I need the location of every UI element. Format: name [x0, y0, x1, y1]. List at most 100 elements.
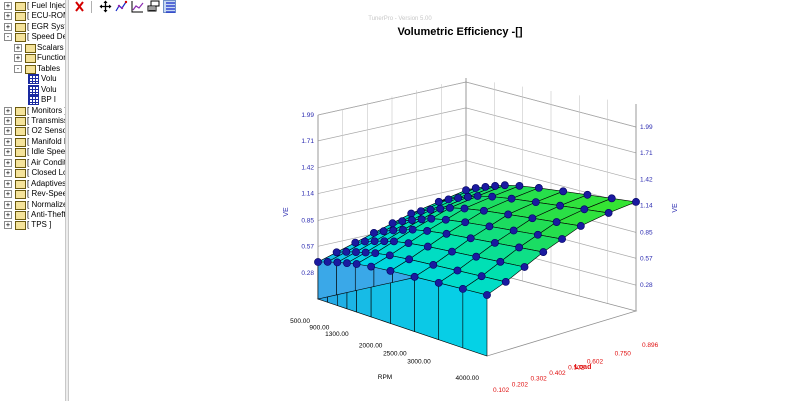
- tree-item[interactable]: + Scalars: [0, 43, 65, 53]
- data-point[interactable]: [390, 237, 398, 246]
- data-point[interactable]: [343, 259, 351, 268]
- data-point[interactable]: [504, 210, 513, 219]
- expand-icon[interactable]: +: [4, 2, 12, 10]
- data-point[interactable]: [388, 219, 397, 228]
- data-point[interactable]: [333, 258, 342, 267]
- data-point[interactable]: [332, 248, 341, 257]
- data-point[interactable]: [385, 251, 394, 260]
- tree-item[interactable]: + [ Anti-Theft: [0, 210, 65, 220]
- data-point[interactable]: [558, 235, 566, 243]
- data-point[interactable]: [405, 255, 414, 264]
- expand-icon[interactable]: +: [4, 169, 12, 178]
- graph-fit-button[interactable]: [131, 0, 144, 13]
- data-point[interactable]: [342, 247, 351, 256]
- data-point[interactable]: [423, 227, 432, 235]
- table-toggle-button[interactable]: [163, 0, 176, 13]
- data-point[interactable]: [559, 187, 568, 196]
- chart-area[interactable]: TunerPro - Version 5.00 Volumetric Effici…: [69, 14, 800, 401]
- data-point[interactable]: [389, 226, 398, 235]
- tree-item[interactable]: BP I: [0, 95, 65, 106]
- data-point[interactable]: [472, 252, 481, 261]
- data-point[interactable]: [556, 201, 564, 210]
- tree-item[interactable]: + [ ECU-ROM ]: [0, 11, 65, 22]
- tree-item[interactable]: + [ TPS ]: [0, 220, 65, 231]
- tree-item[interactable]: + [ O2 Sensor: [0, 126, 65, 137]
- data-point[interactable]: [371, 249, 380, 258]
- collapse-icon[interactable]: -: [4, 33, 12, 42]
- tree-item[interactable]: Volu: [0, 74, 65, 85]
- expand-icon[interactable]: +: [14, 54, 22, 63]
- data-point[interactable]: [434, 197, 443, 206]
- data-point[interactable]: [407, 209, 416, 218]
- tree-item[interactable]: + [ Air Conditic: [0, 158, 65, 168]
- data-point[interactable]: [500, 181, 509, 190]
- close-button[interactable]: [73, 0, 86, 13]
- expand-icon[interactable]: +: [4, 158, 12, 167]
- data-point[interactable]: [463, 193, 472, 201]
- tree-item[interactable]: - [ Speed Den: [0, 32, 65, 43]
- expand-icon[interactable]: +: [4, 22, 12, 31]
- data-point[interactable]: [370, 237, 379, 246]
- data-point[interactable]: [632, 197, 640, 206]
- edit-points-button[interactable]: [115, 0, 128, 13]
- data-point[interactable]: [404, 239, 413, 248]
- data-point[interactable]: [531, 198, 540, 207]
- expand-icon[interactable]: +: [4, 12, 12, 21]
- data-point[interactable]: [528, 214, 537, 223]
- expand-icon[interactable]: +: [4, 116, 12, 125]
- tree-item[interactable]: + [ Idle Speed: [0, 147, 65, 158]
- tree-item[interactable]: + [ Fuel Injecti: [0, 1, 65, 11]
- data-point[interactable]: [552, 218, 561, 226]
- data-point[interactable]: [488, 192, 497, 201]
- data-point[interactable]: [410, 272, 419, 281]
- data-point[interactable]: [485, 222, 494, 231]
- data-point[interactable]: [361, 248, 370, 257]
- data-point[interactable]: [352, 248, 360, 256]
- data-point[interactable]: [534, 184, 543, 192]
- expand-icon[interactable]: +: [14, 43, 22, 52]
- data-point[interactable]: [466, 234, 475, 243]
- data-point[interactable]: [423, 242, 432, 251]
- data-point[interactable]: [417, 215, 426, 224]
- data-point[interactable]: [352, 260, 361, 268]
- tree-item[interactable]: Volu: [0, 84, 65, 95]
- data-point[interactable]: [491, 238, 499, 247]
- tree-item[interactable]: + Function: [0, 53, 65, 64]
- data-point[interactable]: [416, 207, 425, 215]
- data-point[interactable]: [370, 229, 378, 237]
- data-point[interactable]: [539, 248, 548, 256]
- data-point[interactable]: [460, 204, 469, 213]
- data-point[interactable]: [491, 182, 500, 190]
- data-point[interactable]: [520, 263, 529, 271]
- data-point[interactable]: [444, 195, 453, 204]
- tree-item[interactable]: + [ Rev-Speed: [0, 189, 65, 200]
- data-point[interactable]: [458, 284, 467, 293]
- tree-item[interactable]: - Tables: [0, 64, 65, 74]
- data-point[interactable]: [314, 258, 322, 266]
- data-point[interactable]: [446, 203, 454, 212]
- data-point[interactable]: [323, 257, 332, 266]
- data-point[interactable]: [399, 226, 407, 234]
- data-point[interactable]: [454, 194, 463, 202]
- expand-icon[interactable]: +: [4, 179, 12, 188]
- data-point[interactable]: [361, 237, 369, 246]
- tree-item[interactable]: + [ Normalizers: [0, 200, 65, 210]
- data-point[interactable]: [607, 194, 616, 203]
- tree-item[interactable]: + [ Manifold D: [0, 137, 65, 147]
- tree-item[interactable]: + [ Adaptives: [0, 179, 65, 189]
- move-button[interactable]: [99, 0, 112, 13]
- data-point[interactable]: [473, 192, 482, 200]
- expand-icon[interactable]: +: [4, 148, 12, 157]
- data-point[interactable]: [483, 291, 491, 299]
- data-point[interactable]: [477, 272, 486, 281]
- data-point[interactable]: [429, 261, 438, 269]
- data-point[interactable]: [604, 209, 613, 217]
- data-point[interactable]: [533, 230, 542, 239]
- data-point[interactable]: [426, 205, 435, 214]
- expand-icon[interactable]: +: [4, 190, 12, 199]
- expand-icon[interactable]: +: [4, 127, 12, 136]
- data-point[interactable]: [380, 237, 389, 246]
- data-point[interactable]: [580, 205, 589, 214]
- data-point[interactable]: [448, 247, 456, 256]
- data-point[interactable]: [398, 217, 407, 226]
